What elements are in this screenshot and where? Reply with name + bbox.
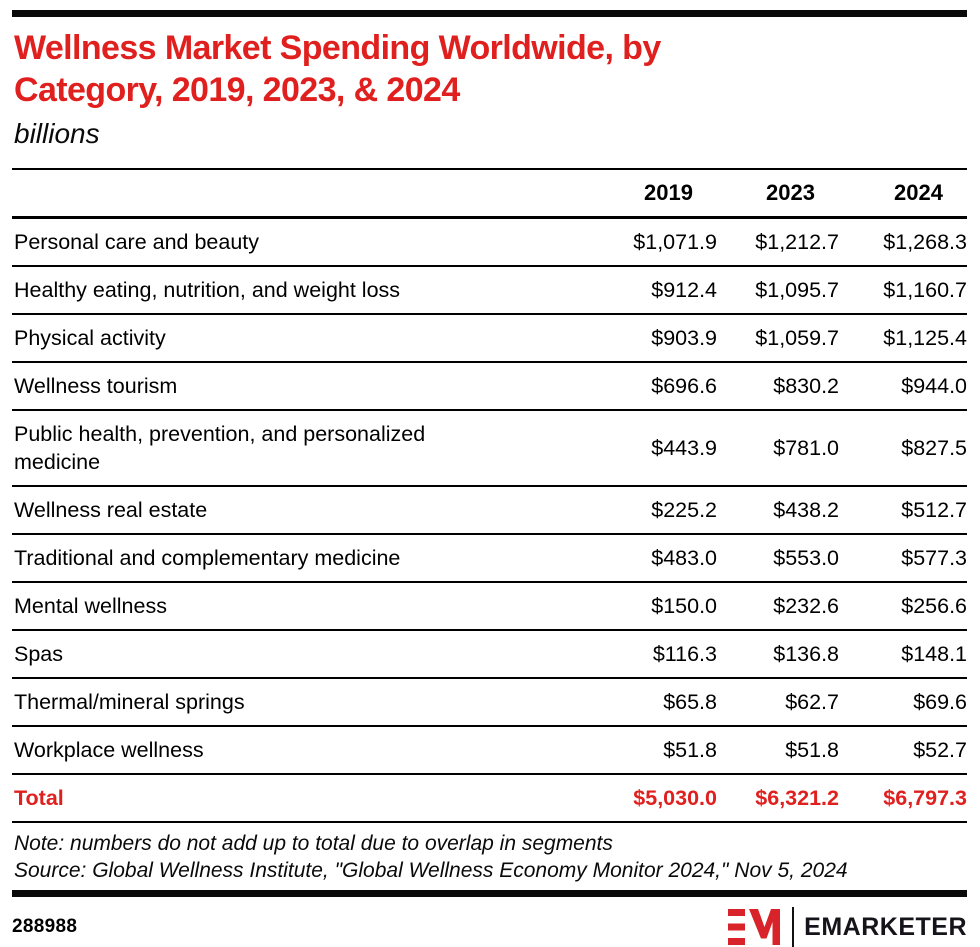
category-cell: Workplace wellness bbox=[14, 738, 204, 762]
table-row: Thermal/mineral springs $65.8 $62.7 $69.… bbox=[12, 678, 967, 726]
value-cell: $1,059.7 bbox=[755, 326, 839, 350]
category-cell: Spas bbox=[14, 642, 64, 666]
table-header-row: 2019 2023 2024 bbox=[12, 169, 967, 218]
bottom-rule bbox=[12, 890, 967, 897]
value-cell: $553.0 bbox=[773, 546, 839, 570]
value-cell: $944.0 bbox=[901, 374, 967, 398]
value-cell: $1,268.3 bbox=[883, 230, 967, 254]
emarketer-em-icon bbox=[728, 909, 782, 945]
value-cell: $438.2 bbox=[773, 498, 839, 522]
category-cell: Public health, prevention, and personali… bbox=[14, 422, 426, 474]
value-cell: $6,321.2 bbox=[755, 786, 839, 810]
value-cell: $52.7 bbox=[913, 738, 967, 762]
value-cell: $148.1 bbox=[901, 642, 967, 666]
footer: 288988 EMARKETER bbox=[12, 907, 967, 947]
value-cell: $903.9 bbox=[651, 326, 717, 350]
column-header-2024: 2024 bbox=[894, 180, 943, 205]
emarketer-wordmark: EMARKETER bbox=[804, 912, 967, 941]
value-cell: $912.4 bbox=[651, 278, 717, 302]
column-header-2019: 2019 bbox=[644, 180, 693, 205]
value-cell: $577.3 bbox=[901, 546, 967, 570]
value-cell: $512.7 bbox=[901, 498, 967, 522]
category-header-cell bbox=[12, 169, 492, 218]
column-header-2023: 2023 bbox=[766, 180, 815, 205]
table-row: Total $5,030.0 $6,321.2 $6,797.3 bbox=[12, 774, 967, 822]
chart-id: 288988 bbox=[12, 916, 78, 937]
table-row: Spas $116.3 $136.8 $148.1 bbox=[12, 630, 967, 678]
title-line-1: Wellness Market Spending Worldwide, by bbox=[14, 29, 661, 67]
value-cell: $6,797.3 bbox=[883, 786, 967, 810]
value-cell: $1,071.9 bbox=[633, 230, 717, 254]
table-row: Healthy eating, nutrition, and weight lo… bbox=[12, 266, 967, 314]
value-cell: $1,095.7 bbox=[755, 278, 839, 302]
table-row: Public health, prevention, and personali… bbox=[12, 410, 967, 486]
value-cell: $65.8 bbox=[663, 690, 717, 714]
emarketer-logo: EMARKETER bbox=[728, 907, 967, 947]
category-cell: Wellness tourism bbox=[14, 374, 178, 398]
value-cell: $1,212.7 bbox=[755, 230, 839, 254]
value-cell: $51.8 bbox=[785, 738, 839, 762]
value-cell: $5,030.0 bbox=[633, 786, 717, 810]
value-cell: $443.9 bbox=[651, 436, 717, 460]
value-cell: $136.8 bbox=[773, 642, 839, 666]
chart-subtitle: billions bbox=[14, 118, 100, 149]
value-cell: $696.6 bbox=[651, 374, 717, 398]
top-rule bbox=[12, 10, 967, 17]
value-cell: $51.8 bbox=[663, 738, 717, 762]
footnotes: Note: numbers do not add up to total due… bbox=[14, 830, 967, 884]
table-row: Wellness tourism $696.6 $830.2 $944.0 bbox=[12, 362, 967, 410]
category-cell: Mental wellness bbox=[14, 594, 167, 618]
category-cell: Wellness real estate bbox=[14, 498, 208, 522]
category-cell: Healthy eating, nutrition, and weight lo… bbox=[14, 278, 401, 302]
value-cell: $256.6 bbox=[901, 594, 967, 618]
value-cell: $225.2 bbox=[651, 498, 717, 522]
page-title: Wellness Market Spending Worldwide, by C… bbox=[14, 27, 967, 111]
table-row: Workplace wellness $51.8 $51.8 $52.7 bbox=[12, 726, 967, 774]
category-cell: Total bbox=[14, 786, 64, 810]
table-row: Wellness real estate $225.2 $438.2 $512.… bbox=[12, 486, 967, 534]
value-cell: $1,160.7 bbox=[883, 278, 967, 302]
value-cell: $69.6 bbox=[913, 690, 967, 714]
spending-table: 2019 2023 2024 Personal care and beauty … bbox=[12, 168, 967, 823]
table-header: 2019 2023 2024 bbox=[12, 169, 967, 218]
value-cell: $1,125.4 bbox=[883, 326, 967, 350]
table-row: Physical activity $903.9 $1,059.7 $1,125… bbox=[12, 314, 967, 362]
value-cell: $827.5 bbox=[901, 436, 967, 460]
value-cell: $781.0 bbox=[773, 436, 839, 460]
logo-divider bbox=[792, 907, 795, 947]
title-line-2: Category, 2019, 2023, & 2024 bbox=[14, 71, 460, 109]
table-row: Personal care and beauty $1,071.9 $1,212… bbox=[12, 218, 967, 266]
table-row: Traditional and complementary medicine $… bbox=[12, 534, 967, 582]
value-cell: $150.0 bbox=[651, 594, 717, 618]
source-text: Source: Global Wellness Institute, "Glob… bbox=[14, 859, 848, 882]
category-cell: Personal care and beauty bbox=[14, 230, 260, 254]
category-cell: Physical activity bbox=[14, 326, 166, 350]
category-cell: Thermal/mineral springs bbox=[14, 690, 245, 714]
table-row: Mental wellness $150.0 $232.6 $256.6 bbox=[12, 582, 967, 630]
value-cell: $483.0 bbox=[651, 546, 717, 570]
table-body: Personal care and beauty $1,071.9 $1,212… bbox=[12, 218, 967, 822]
note-text: Note: numbers do not add up to total due… bbox=[14, 832, 613, 855]
category-cell: Traditional and complementary medicine bbox=[14, 546, 401, 570]
value-cell: $232.6 bbox=[773, 594, 839, 618]
value-cell: $116.3 bbox=[652, 642, 717, 666]
value-cell: $62.7 bbox=[785, 690, 839, 714]
value-cell: $830.2 bbox=[773, 374, 839, 398]
